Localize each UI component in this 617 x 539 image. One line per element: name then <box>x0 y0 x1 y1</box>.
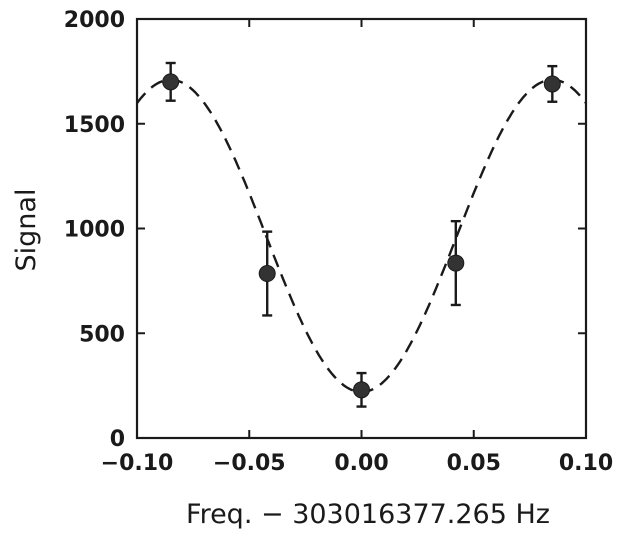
x-axis-label: Freq. − 303016377.265 Hz <box>186 499 550 530</box>
data-point <box>447 254 465 272</box>
x-tick-label: 0.05 <box>447 451 501 476</box>
y-tick-label: 0 <box>110 427 125 452</box>
y-axis-label: Signal <box>11 189 42 272</box>
x-tick-label: 0.00 <box>334 451 388 476</box>
x-tick-label: 0.10 <box>559 451 613 476</box>
data-point <box>162 73 180 91</box>
data-point <box>258 265 276 283</box>
fit-curve <box>136 78 587 394</box>
data-points-group <box>162 61 561 408</box>
y-tick-label: 1000 <box>64 218 125 243</box>
y-tick-label: 1500 <box>64 113 125 138</box>
fit-curve-group <box>136 78 587 394</box>
data-point <box>353 381 370 399</box>
data-point <box>543 75 561 93</box>
x-tick-label: −0.05 <box>213 451 286 476</box>
labels-group: Freq. − 303016377.265 Hz Signal <box>11 189 550 530</box>
x-tick-label: −0.10 <box>101 451 174 476</box>
y-tick-label: 500 <box>79 322 125 347</box>
y-tick-label: 2000 <box>64 8 125 33</box>
ticks-group: −0.10 −0.05 0.00 0.05 0.10 0 500 1000 1500 2000 <box>64 8 613 476</box>
